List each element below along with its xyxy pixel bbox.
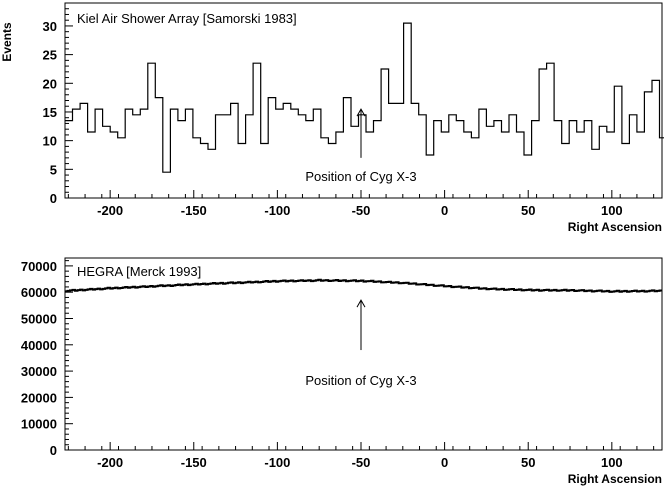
x-tick-label: 100 (601, 455, 623, 470)
histogram-step-line (65, 22, 664, 173)
y-tick-label: 25 (43, 48, 57, 63)
annotation: Position of Cyg X-3 (305, 108, 417, 184)
y-tick-label: 40000 (21, 338, 57, 353)
y-tick-label: 60000 (21, 285, 57, 300)
y-tick-label: 5 (50, 162, 57, 177)
x-tick-label: -150 (181, 203, 207, 218)
annotation-arrowhead (356, 299, 366, 308)
y-tick-label: 15 (43, 105, 57, 120)
x-tick-label: 0 (441, 203, 448, 218)
x-tick-label: -150 (181, 455, 207, 470)
y-tick-label: 0 (50, 443, 57, 458)
y-tick-label: 20000 (21, 390, 57, 405)
x-tick-label: -50 (352, 455, 371, 470)
histogram-step-line (65, 278, 662, 293)
y-tick-label: 30000 (21, 364, 57, 379)
data-series (65, 22, 664, 173)
panel-title: HEGRA [Merck 1993] (77, 264, 201, 279)
x-tick-label: 50 (521, 203, 535, 218)
annotation-label: Position of Cyg X-3 (305, 373, 416, 388)
y-tick-label: 50000 (21, 311, 57, 326)
x-tick-label: -100 (264, 455, 290, 470)
x-tick-label: -200 (97, 203, 123, 218)
y-tick-label: 70000 (21, 259, 57, 274)
plot-frame (64, 257, 663, 451)
y-tick-label: 20 (43, 76, 57, 91)
x-axis-label: Right Ascension (568, 220, 662, 234)
x-tick-label: 100 (601, 203, 623, 218)
y-tick-label: 30 (43, 19, 57, 34)
annotation: Position of Cyg X-3 (305, 299, 417, 388)
y-tick-label: 10 (43, 134, 57, 149)
y-tick-label: 0 (50, 191, 57, 206)
panel-title: Kiel Air Shower Array [Samorski 1983] (77, 11, 297, 26)
x-tick-label: -50 (352, 203, 371, 218)
y-tick-label: 10000 (21, 417, 57, 432)
x-tick-label: 0 (441, 455, 448, 470)
data-series (65, 278, 662, 293)
x-tick-label: -100 (264, 203, 290, 218)
annotation-label: Position of Cyg X-3 (305, 169, 416, 184)
x-axis-label: Right Ascension (568, 472, 662, 486)
x-tick-label: 50 (521, 455, 535, 470)
tick-group: -200 -150 -100 -50 0 50 100 0 5 10 15 20 25 30 (43, 8, 655, 218)
hegra-panel: -200 -150 -100 -50 0 50 100 0 10000 20000 30000 400… (21, 257, 663, 486)
tick-group: -200 -150 -100 -50 0 50 100 0 10000 20000 30000 400… (21, 259, 655, 470)
x-tick-label: -200 (97, 455, 123, 470)
annotation-arrowhead (356, 108, 366, 117)
y-axis-label: Events (0, 22, 14, 62)
kiel-panel: -200 -150 -100 -50 0 50 100 0 5 10 15 20 25 30 Kiel A… (0, 2, 664, 234)
